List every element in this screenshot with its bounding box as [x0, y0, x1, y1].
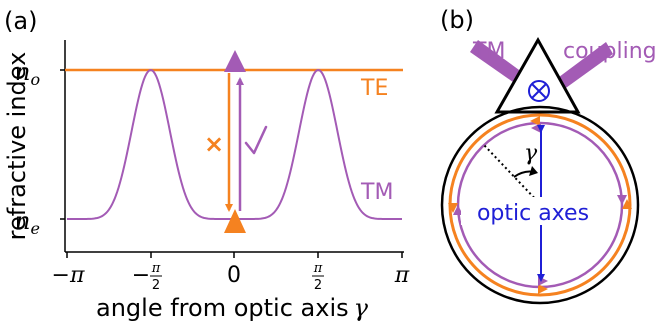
up-triangle-icon: [224, 50, 246, 72]
panel-a: (a) refractive index no ne −π − π 2 0 π: [3, 7, 410, 322]
panel-a-label: (a): [4, 7, 37, 35]
radial-direction-line: [483, 144, 542, 206]
te-direction-arrow: [538, 284, 548, 294]
checkmark-icon: [244, 125, 268, 155]
x-tick-label-pi: π: [394, 263, 410, 288]
into-page-icon: [528, 80, 550, 102]
panel-b: (b) TM coupling γ: [440, 6, 657, 305]
y-tick-label-no: no: [15, 58, 40, 89]
resonator-outer-ring: [440, 105, 640, 305]
tm-output-beam: [555, 42, 613, 90]
tm-beam-label: TM: [472, 39, 505, 64]
tm-direction-arrow: [538, 276, 548, 286]
x-tick-label-minus-half-pi: − π 2: [132, 261, 162, 293]
tm-label: TM: [360, 180, 393, 205]
svg-text:−: −: [132, 263, 150, 288]
gamma-arc-head: [529, 166, 538, 176]
y-axis-label: refractive index: [3, 52, 31, 241]
y-tick-label-ne: ne: [15, 207, 40, 238]
te-label: TE: [360, 76, 388, 101]
prism-icon: [494, 36, 581, 114]
gamma-label: γ: [524, 141, 538, 166]
x-tick-label-minus-pi: −π: [52, 263, 85, 288]
optic-axes-label: optic axes: [477, 201, 589, 226]
svg-text:π: π: [151, 261, 161, 276]
svg-text:π: π: [313, 261, 323, 276]
panel-b-label: (b): [440, 6, 474, 34]
svg-text:2: 2: [314, 278, 322, 293]
tm-input-beam: [470, 40, 530, 89]
coupling-label: coupling: [563, 39, 657, 64]
cross-mark-icon: ×: [204, 130, 224, 158]
up-triangle-icon: [224, 209, 246, 233]
te-direction-arrow: [448, 203, 458, 213]
x-tick-label-half-pi: π 2: [312, 261, 324, 293]
te-direction-arrow: [530, 116, 540, 126]
x-axis-label: angle from optic axis γ: [96, 294, 369, 322]
x-tick-label-zero: 0: [227, 263, 241, 288]
te-direction-arrow: [622, 199, 632, 209]
tm-curve: [67, 68, 402, 220]
optic-axes-label-bg: [461, 197, 605, 225]
svg-text:2: 2: [152, 278, 160, 293]
tm-direction-arrow: [453, 205, 463, 215]
tm-direction-arrow: [617, 195, 627, 205]
